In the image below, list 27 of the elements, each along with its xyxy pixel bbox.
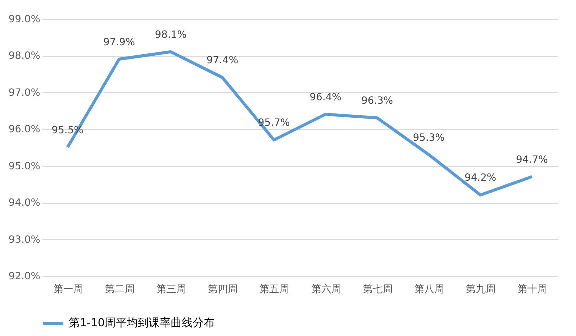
y-tick-label: 95.0% — [8, 161, 40, 172]
x-tick-label: 第二周 — [104, 284, 135, 296]
x-tick-label: 第八周 — [414, 284, 444, 296]
y-tick-label: 97.0% — [8, 88, 40, 99]
data-label: 95.3% — [413, 132, 445, 144]
y-tick-label: 96.0% — [8, 124, 40, 136]
x-tick-label: 第五周 — [260, 284, 290, 296]
data-label: 98.1% — [155, 30, 187, 42]
x-tick-label: 第六周 — [311, 284, 342, 296]
y-tick-label: 93.0% — [8, 234, 40, 246]
x-tick-label: 第一周 — [53, 284, 84, 296]
y-tick-label: 99.0% — [8, 14, 40, 26]
x-tick-label: 第十周 — [518, 284, 548, 296]
y-tick-label: 94.0% — [8, 198, 40, 210]
data-label: 94.7% — [516, 154, 548, 166]
data-label: 96.3% — [362, 96, 394, 108]
x-tick-label: 第七周 — [362, 284, 393, 296]
x-tick-label: 第四周 — [208, 284, 238, 296]
data-label: 94.2% — [464, 173, 496, 184]
data-label: 97.4% — [206, 56, 238, 67]
x-tick-label: 第九周 — [466, 284, 496, 296]
y-tick-label: 98.0% — [8, 51, 40, 62]
x-tick-label: 第三周 — [156, 284, 186, 296]
y-tick-label: 92.0% — [8, 272, 40, 282]
data-label: 96.4% — [310, 92, 342, 104]
data-label: 97.9% — [104, 37, 136, 48]
legend-label: 第1-10周平均到课率曲线分布 — [69, 316, 215, 330]
